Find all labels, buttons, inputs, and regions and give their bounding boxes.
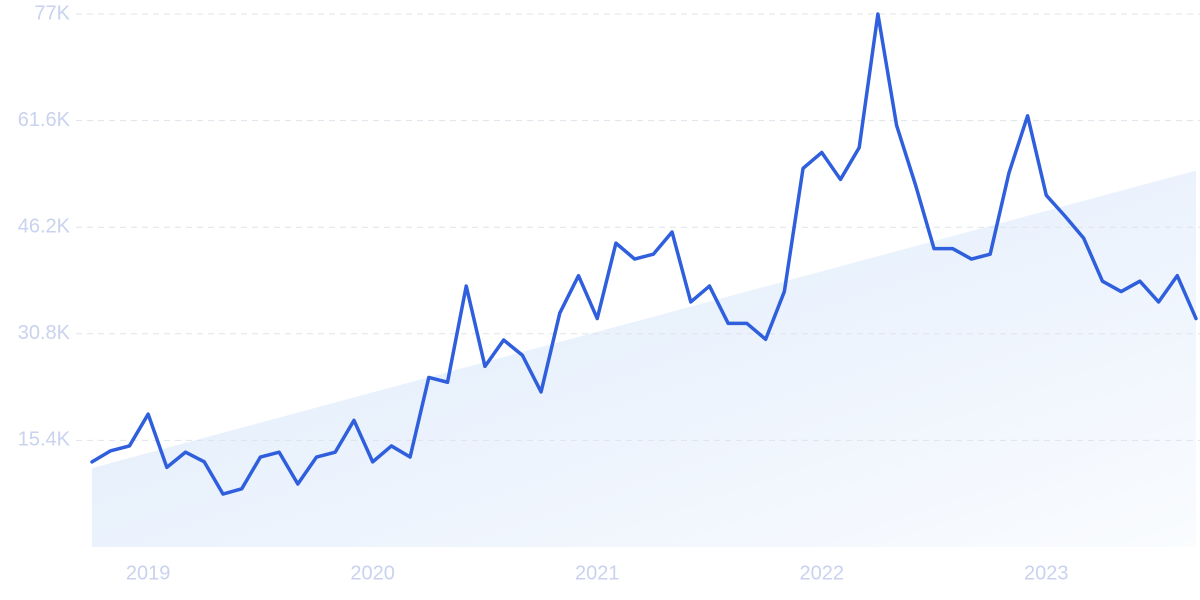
y-tick-label: 30.8K xyxy=(18,322,71,344)
y-tick-label: 46.2K xyxy=(18,215,71,237)
y-tick-label: 77K xyxy=(34,2,70,24)
x-tick-label: 2022 xyxy=(800,562,845,584)
data-line xyxy=(90,12,1198,496)
y-tick-label: 15.4K xyxy=(18,429,71,451)
x-tick-label: 2019 xyxy=(126,562,171,584)
y-tick-label: 61.6K xyxy=(18,109,71,131)
x-tick-label: 2021 xyxy=(575,562,620,584)
x-tick-label: 2020 xyxy=(350,562,395,584)
x-tick-label: 2023 xyxy=(1024,562,1069,584)
